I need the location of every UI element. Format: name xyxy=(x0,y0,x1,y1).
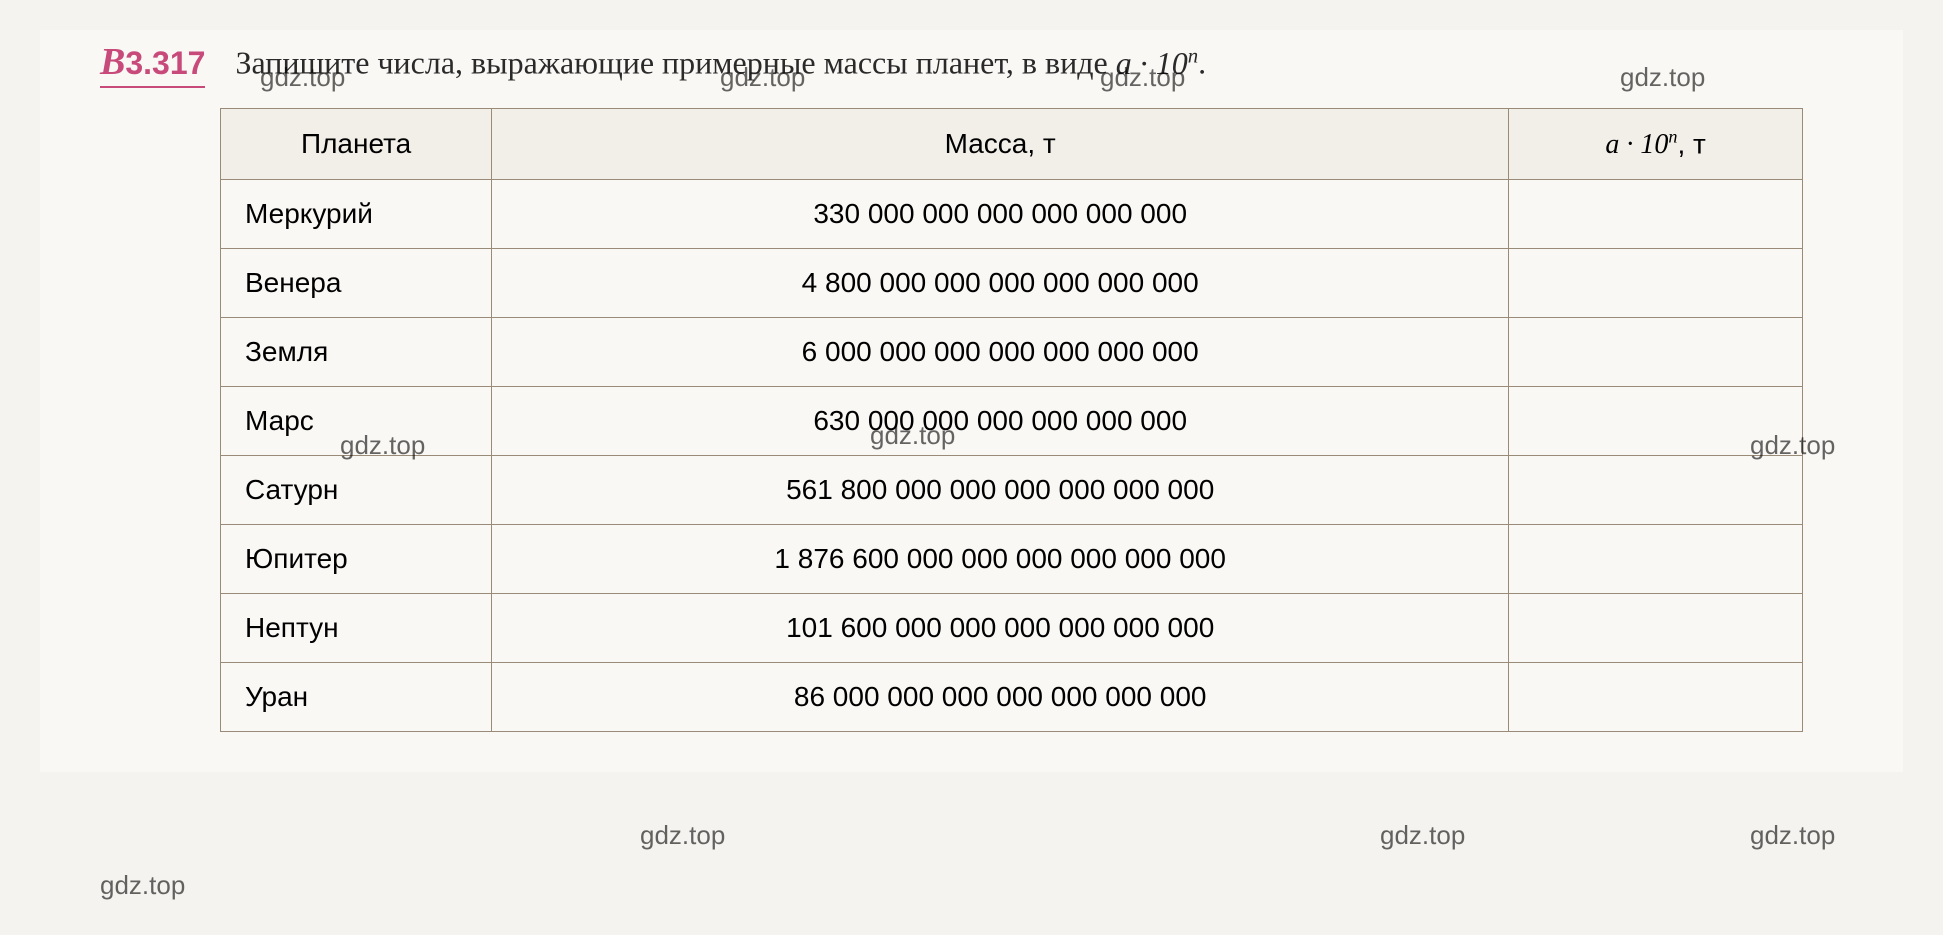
formula-dot: · xyxy=(1132,45,1156,81)
mass-cell: 330 000 000 000 000 000 000 xyxy=(492,180,1509,249)
exercise-text-part1: Запишите числа, выражающие примерные мас… xyxy=(235,45,1115,81)
table-row: Венера 4 800 000 000 000 000 000 000 xyxy=(221,249,1803,318)
page: В3.317 Запишите числа, выражающие пример… xyxy=(40,30,1903,772)
mass-cell: 101 600 000 000 000 000 000 000 xyxy=(492,594,1509,663)
header-formula-a: a xyxy=(1605,129,1619,160)
mass-cell: 1 876 600 000 000 000 000 000 000 xyxy=(492,525,1509,594)
planet-cell: Венера xyxy=(221,249,492,318)
result-cell xyxy=(1509,456,1803,525)
table-row: Юпитер 1 876 600 000 000 000 000 000 000 xyxy=(221,525,1803,594)
planet-cell: Юпитер xyxy=(221,525,492,594)
header-result: a · 10n, т xyxy=(1509,109,1803,180)
watermark: gdz.top xyxy=(1750,820,1835,851)
formula-exp: n xyxy=(1188,44,1198,67)
header-planet: Планета xyxy=(221,109,492,180)
watermark: gdz.top xyxy=(640,820,725,851)
mass-cell: 630 000 000 000 000 000 000 xyxy=(492,387,1509,456)
watermark: gdz.top xyxy=(100,870,185,901)
watermark: gdz.top xyxy=(1380,820,1465,851)
exercise-number-prefix: В xyxy=(100,41,125,83)
table-header-row: Планета Масса, т a · 10n, т xyxy=(221,109,1803,180)
header-mass: Масса, т xyxy=(492,109,1509,180)
mass-cell: 6 000 000 000 000 000 000 000 xyxy=(492,318,1509,387)
planet-cell: Меркурий xyxy=(221,180,492,249)
header-formula-base: 10 xyxy=(1640,129,1668,160)
exercise-text: Запишите числа, выражающие примерные мас… xyxy=(235,44,1206,82)
result-cell xyxy=(1509,318,1803,387)
table-row: Меркурий 330 000 000 000 000 000 000 xyxy=(221,180,1803,249)
planet-cell: Марс xyxy=(221,387,492,456)
exercise-header: В3.317 Запишите числа, выражающие пример… xyxy=(100,40,1843,88)
exercise-number-value: 3.317 xyxy=(125,45,205,81)
mass-cell: 86 000 000 000 000 000 000 000 xyxy=(492,663,1509,732)
planet-cell: Нептун xyxy=(221,594,492,663)
planet-cell: Земля xyxy=(221,318,492,387)
exercise-text-part2: . xyxy=(1198,45,1206,81)
planet-cell: Уран xyxy=(221,663,492,732)
planet-cell: Сатурн xyxy=(221,456,492,525)
table-row: Уран 86 000 000 000 000 000 000 000 xyxy=(221,663,1803,732)
mass-cell: 561 800 000 000 000 000 000 000 xyxy=(492,456,1509,525)
exercise-formula: a · 10n xyxy=(1116,45,1198,81)
table-body: Меркурий 330 000 000 000 000 000 000 Вен… xyxy=(221,180,1803,732)
header-result-formula: a · 10n xyxy=(1605,129,1677,160)
table-row: Нептун 101 600 000 000 000 000 000 000 xyxy=(221,594,1803,663)
exercise-number: В3.317 xyxy=(100,40,205,88)
result-cell xyxy=(1509,594,1803,663)
table-row: Марс 630 000 000 000 000 000 000 xyxy=(221,387,1803,456)
header-result-suffix: , т xyxy=(1677,128,1705,159)
formula-base: 10 xyxy=(1156,45,1188,81)
formula-a: a xyxy=(1116,45,1132,81)
planets-table: Планета Масса, т a · 10n, т Меркурий 330… xyxy=(220,108,1803,732)
result-cell xyxy=(1509,180,1803,249)
table-wrapper: Планета Масса, т a · 10n, т Меркурий 330… xyxy=(220,108,1803,732)
result-cell xyxy=(1509,663,1803,732)
table-row: Земля 6 000 000 000 000 000 000 000 xyxy=(221,318,1803,387)
result-cell xyxy=(1509,249,1803,318)
result-cell xyxy=(1509,525,1803,594)
header-formula-dot: · xyxy=(1619,129,1640,160)
table-row: Сатурн 561 800 000 000 000 000 000 000 xyxy=(221,456,1803,525)
result-cell xyxy=(1509,387,1803,456)
mass-cell: 4 800 000 000 000 000 000 000 xyxy=(492,249,1509,318)
